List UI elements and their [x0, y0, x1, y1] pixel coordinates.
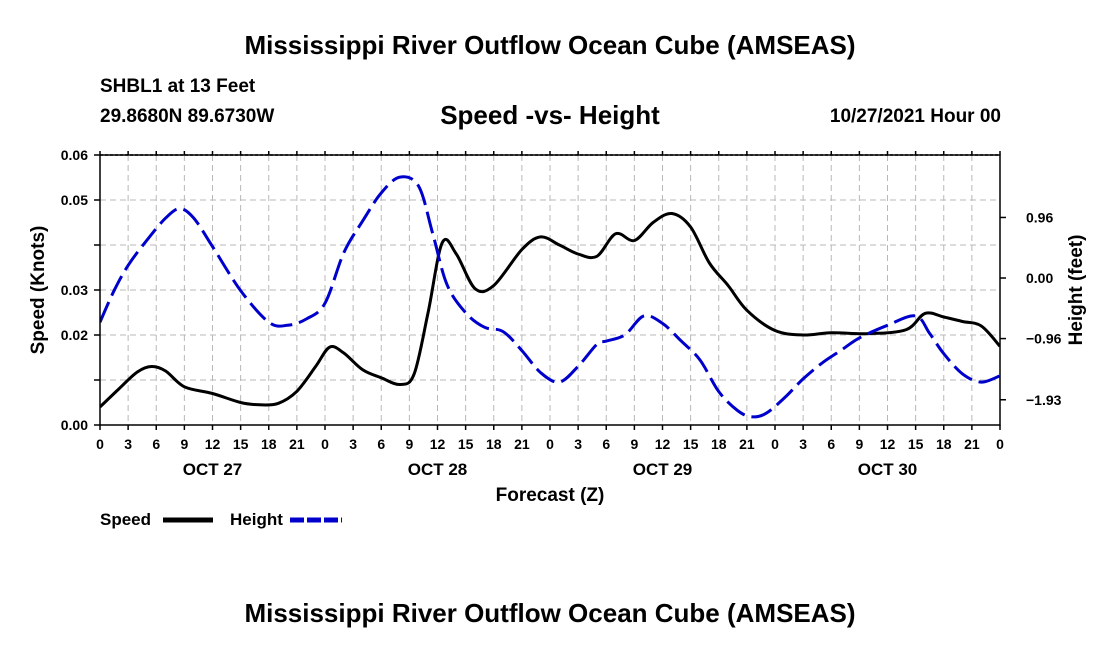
x-tick-label: 0 — [771, 436, 779, 452]
coordinates-label: 29.8680N 89.6730W — [100, 106, 275, 127]
x-tick-label: 9 — [855, 436, 863, 452]
forecast-datetime: 10/27/2021 Hour 00 — [829, 106, 1001, 127]
x-tick-label: 6 — [377, 436, 385, 452]
left-tick-label: 0.02 — [61, 327, 88, 343]
x-tick-label: 12 — [205, 436, 221, 452]
x-tick-label: 18 — [711, 436, 727, 452]
left-tick-label: 0.06 — [61, 147, 88, 163]
x-tick-label: 3 — [124, 436, 132, 452]
x-tick-label: 9 — [630, 436, 638, 452]
x-tick-label: 0 — [996, 436, 1004, 452]
x-tick-label: 3 — [574, 436, 582, 452]
x-tick-label: 21 — [289, 436, 305, 452]
x-tick-label: 15 — [908, 436, 924, 452]
x-tick-label: 21 — [964, 436, 980, 452]
x-tick-label: 0 — [546, 436, 554, 452]
x-tick-label: 0 — [96, 436, 104, 452]
x-tick-label: 15 — [683, 436, 699, 452]
x-tick-label: 9 — [405, 436, 413, 452]
x-tick-label: 6 — [827, 436, 835, 452]
right-tick-label: −1.93 — [1026, 392, 1062, 408]
right-tick-label: 0.96 — [1026, 209, 1053, 225]
left-tick-label: 0.05 — [61, 192, 88, 208]
right-tick-label: −0.96 — [1026, 331, 1062, 347]
x-tick-label: 21 — [739, 436, 755, 452]
left-tick-label: 0.03 — [61, 282, 88, 298]
series-line-height — [100, 175, 1000, 419]
day-label: OCT 27 — [183, 460, 243, 479]
x-tick-label: 18 — [936, 436, 952, 452]
legend-label-height: Height — [230, 510, 283, 529]
x-tick-label: 12 — [880, 436, 896, 452]
x-tick-label: 18 — [261, 436, 277, 452]
station-label: SHBL1 at 13 Feet — [100, 76, 256, 97]
axis-labels: 0.00 0.02 0.03 0.05 0.06 0.96 0.00 −0.96 −1.93 0 3… — [28, 147, 1087, 506]
day-label: OCT 29 — [633, 460, 693, 479]
main-title: Mississippi River Outflow Ocean Cube (AM… — [244, 30, 856, 60]
x-tick-label: 3 — [799, 436, 807, 452]
right-tick-label: 0.00 — [1026, 270, 1053, 286]
x-tick-label: 21 — [514, 436, 530, 452]
day-label: OCT 28 — [408, 460, 468, 479]
series-line-speed — [100, 211, 1000, 409]
x-tick-label: 18 — [486, 436, 502, 452]
x-axis-title: Forecast (Z) — [496, 485, 605, 506]
x-tick-label: 15 — [233, 436, 249, 452]
left-tick-label: 0.00 — [61, 417, 88, 433]
x-tick-label: 3 — [349, 436, 357, 452]
chart-subtitle: Speed -vs- Height — [440, 100, 660, 130]
right-axis-title: Height (feet) — [1066, 235, 1087, 346]
legend: Speed Height — [100, 510, 342, 529]
left-axis-title: Speed (Knots) — [28, 226, 49, 355]
plot-series — [100, 175, 1000, 419]
x-tick-label: 9 — [180, 436, 188, 452]
grid-lines — [100, 155, 1000, 425]
x-tick-label: 15 — [458, 436, 474, 452]
x-tick-label: 6 — [152, 436, 160, 452]
x-tick-label: 6 — [602, 436, 610, 452]
footer-title: Mississippi River Outflow Ocean Cube (AM… — [244, 598, 856, 628]
x-tick-label: 0 — [321, 436, 329, 452]
legend-label-speed: Speed — [100, 510, 151, 529]
x-tick-label: 12 — [655, 436, 671, 452]
day-label: OCT 30 — [858, 460, 918, 479]
x-tick-label: 12 — [430, 436, 446, 452]
chart-axes — [94, 151, 1006, 430]
